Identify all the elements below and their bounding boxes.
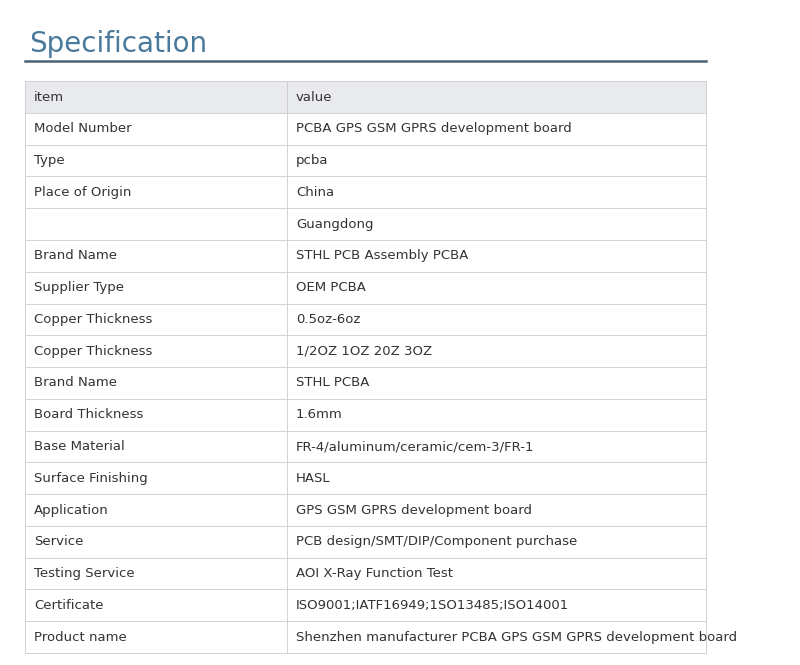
Bar (26, 431, 706, 462)
Text: ISO9001;IATF16949;1SO13485;ISO14001: ISO9001;IATF16949;1SO13485;ISO14001 (296, 599, 570, 612)
Text: Service: Service (34, 535, 83, 549)
Text: value: value (296, 90, 333, 104)
Bar (26, 367, 706, 399)
Text: pcba: pcba (296, 154, 329, 167)
Text: Testing Service: Testing Service (34, 567, 134, 580)
Text: item: item (34, 90, 64, 104)
Text: PCBA GPS GSM GPRS development board: PCBA GPS GSM GPRS development board (296, 122, 572, 135)
Text: China: China (296, 186, 334, 199)
Text: 1.6mm: 1.6mm (296, 408, 343, 421)
Text: 0.5oz-6oz: 0.5oz-6oz (296, 313, 361, 326)
Bar (26, 462, 706, 494)
Bar (26, 208, 706, 240)
Text: Certificate: Certificate (34, 599, 104, 612)
Bar (26, 176, 706, 208)
Bar (26, 399, 706, 431)
Text: Board Thickness: Board Thickness (34, 408, 143, 421)
Text: Surface Finishing: Surface Finishing (34, 471, 148, 485)
Bar (26, 240, 706, 272)
Text: Copper Thickness: Copper Thickness (34, 313, 153, 326)
Text: PCB design/SMT/DIP/Component purchase: PCB design/SMT/DIP/Component purchase (296, 535, 578, 549)
Text: Guangdong: Guangdong (296, 217, 374, 231)
Bar (26, 81, 706, 113)
Text: Shenzhen manufacturer PCBA GPS GSM GPRS development board: Shenzhen manufacturer PCBA GPS GSM GPRS … (296, 630, 737, 644)
Text: Place of Origin: Place of Origin (34, 186, 131, 199)
Text: STHL PCBA: STHL PCBA (296, 376, 370, 390)
Bar (26, 526, 706, 558)
Bar (26, 272, 706, 303)
Text: Brand Name: Brand Name (34, 376, 117, 390)
Text: Type: Type (34, 154, 65, 167)
Bar (26, 589, 706, 621)
Text: HASL: HASL (296, 471, 330, 485)
Text: 1/2OZ 1OZ 20Z 3OZ: 1/2OZ 1OZ 20Z 3OZ (296, 344, 432, 358)
Bar (26, 303, 706, 335)
Bar (26, 621, 706, 653)
Bar (26, 113, 706, 145)
Text: Brand Name: Brand Name (34, 249, 117, 263)
Text: AOI X-Ray Function Test: AOI X-Ray Function Test (296, 567, 453, 580)
Text: Specification: Specification (29, 30, 207, 58)
Text: Base Material: Base Material (34, 440, 125, 453)
Bar (26, 335, 706, 367)
Text: Copper Thickness: Copper Thickness (34, 344, 153, 358)
Text: STHL PCB Assembly PCBA: STHL PCB Assembly PCBA (296, 249, 469, 263)
Text: GPS GSM GPRS development board: GPS GSM GPRS development board (296, 503, 532, 517)
Text: Supplier Type: Supplier Type (34, 281, 124, 294)
Bar (26, 558, 706, 589)
Text: Model Number: Model Number (34, 122, 132, 135)
Text: FR-4/aluminum/ceramic/cem-3/FR-1: FR-4/aluminum/ceramic/cem-3/FR-1 (296, 440, 534, 453)
Text: OEM PCBA: OEM PCBA (296, 281, 366, 294)
Bar (26, 145, 706, 176)
Text: Product name: Product name (34, 630, 127, 644)
Text: Application: Application (34, 503, 109, 517)
Bar (26, 494, 706, 526)
